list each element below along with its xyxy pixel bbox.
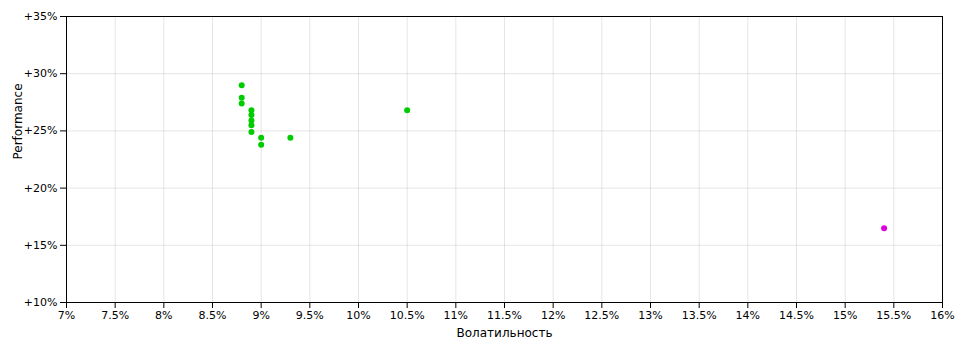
svg-text:+30%: +30% [24,67,58,80]
svg-text:9.5%: 9.5% [296,309,324,322]
svg-text:16%: 16% [930,309,954,322]
svg-text:14.5%: 14.5% [779,309,814,322]
svg-text:13.5%: 13.5% [682,309,717,322]
svg-text:+35%: +35% [24,10,58,23]
svg-text:Волатильность: Волатильность [457,326,553,340]
svg-text:+15%: +15% [24,239,58,252]
svg-text:Performance: Performance [11,83,25,159]
svg-text:10.5%: 10.5% [390,309,425,322]
svg-text:14%: 14% [736,309,760,322]
svg-text:12%: 12% [541,309,565,322]
svg-text:10%: 10% [346,309,370,322]
svg-text:+20%: +20% [24,182,58,195]
svg-text:11%: 11% [444,309,468,322]
svg-text:+25%: +25% [24,124,58,137]
svg-text:12.5%: 12.5% [584,309,619,322]
svg-text:15%: 15% [833,309,857,322]
svg-text:8.5%: 8.5% [199,309,227,322]
svg-text:7%: 7% [58,309,75,322]
svg-text:+10%: +10% [24,296,58,309]
svg-text:15.5%: 15.5% [876,309,911,322]
svg-text:9%: 9% [252,309,269,322]
svg-text:7.5%: 7.5% [101,309,129,322]
svg-text:13%: 13% [638,309,662,322]
svg-text:8%: 8% [155,309,172,322]
svg-text:11.5%: 11.5% [487,309,522,322]
